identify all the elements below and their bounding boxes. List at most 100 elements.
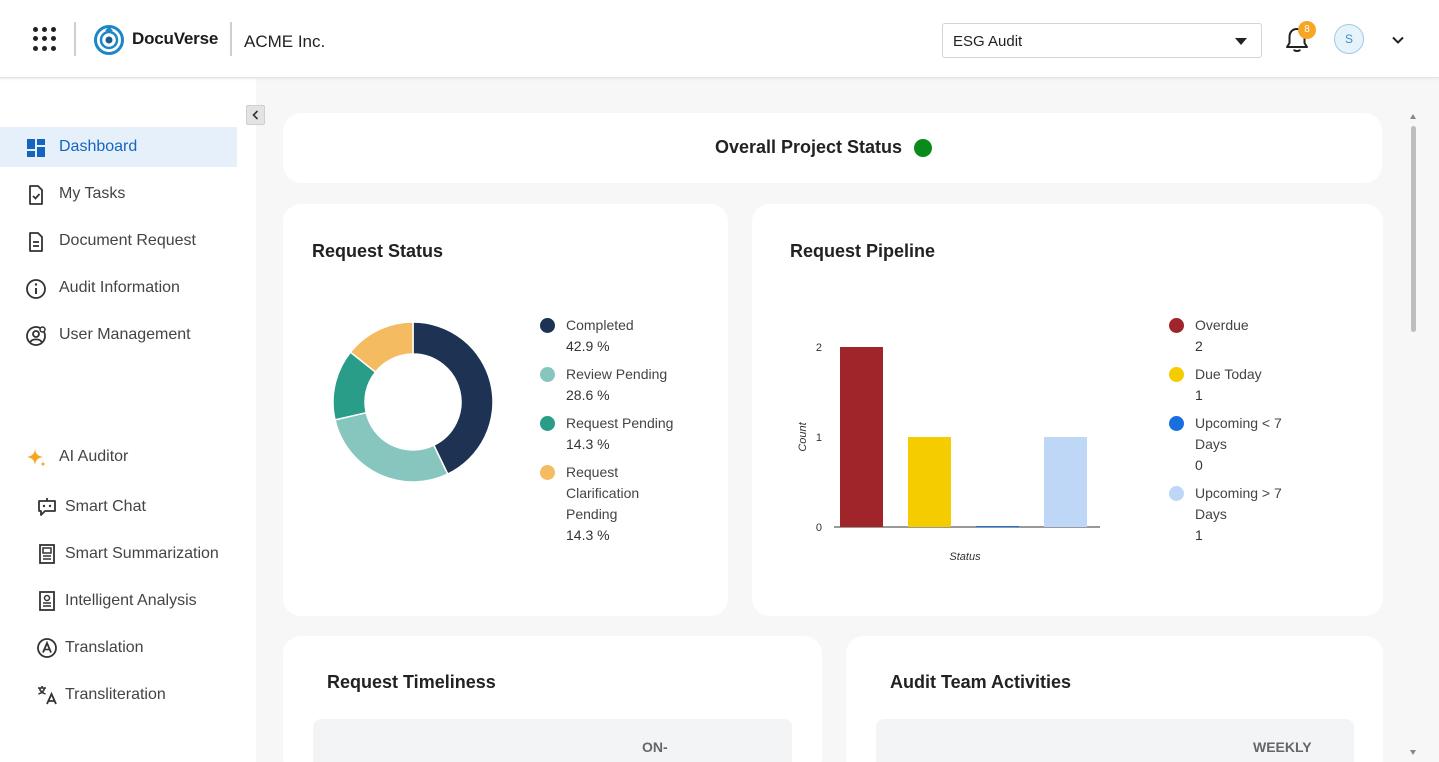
donut-slice-completed[interactable] (412, 321, 494, 476)
sidebar-item-label: My Tasks (59, 185, 126, 202)
legend-swatch (1169, 318, 1184, 333)
translate-icon (37, 638, 57, 658)
transliterate-icon (38, 686, 57, 705)
table-header: ON- (313, 719, 792, 762)
bar-overdue[interactable] (840, 347, 883, 527)
legend-swatch (540, 318, 555, 333)
legend-value: 42.9 % (566, 338, 610, 354)
scrollbar-thumb[interactable] (1411, 126, 1416, 332)
sidebar-item-smart-summarization[interactable]: Smart Summarization (0, 536, 237, 572)
legend-value: 0 (1195, 457, 1203, 473)
sidebar-item-dashboard[interactable]: Dashboard (0, 127, 237, 167)
legend-label: Overdue (1195, 317, 1249, 333)
legend-swatch (540, 465, 555, 480)
sidebar-item-label: Smart Summarization (65, 545, 219, 562)
legend-swatch (540, 416, 555, 431)
legend-item: Overdue 2 (1169, 315, 1325, 357)
legend-value: 1 (1195, 527, 1203, 543)
y-axis-title: Count (797, 421, 809, 451)
chevron-down-icon (1235, 38, 1247, 45)
bar-upcoming-7-days[interactable] (976, 526, 1019, 527)
column-header: ON- (642, 739, 668, 755)
legend-item: Request Pending 14.3 % (540, 413, 716, 455)
request-pipeline-bar-chart: 0 1 2 Status Count (797, 342, 1100, 563)
request-pipeline-title: Request Pipeline (790, 241, 936, 261)
bar-upcoming-7-days[interactable] (1044, 437, 1087, 527)
sidebar-item-user-management[interactable]: User Management (0, 315, 237, 355)
column-header: WEEKLY (1253, 739, 1312, 755)
company-name: ACME Inc. (244, 32, 326, 51)
y-tick-label: 0 (816, 522, 822, 534)
status-indicator (914, 139, 932, 157)
app-grid-icon[interactable] (33, 27, 57, 51)
scroll-down-arrow[interactable] (1410, 750, 1416, 755)
legend-swatch (1169, 486, 1184, 501)
sidebar-item-label: Intelligent Analysis (65, 592, 197, 609)
legend-label: Upcoming < 7 Days (1195, 415, 1282, 452)
summary-doc-icon (39, 544, 55, 564)
document-icon (29, 232, 43, 252)
task-check-icon (29, 185, 43, 205)
sidebar-item-smart-chat[interactable]: Smart Chat (0, 489, 237, 525)
legend-swatch (540, 367, 555, 382)
legend-label: Due Today (1195, 366, 1262, 382)
sidebar-item-translation[interactable]: Translation (0, 630, 237, 666)
legend-item: Upcoming > 7 Days 1 (1169, 483, 1305, 546)
legend-value: 14.3 % (566, 436, 610, 452)
donut-slice-review-pending[interactable] (334, 411, 449, 483)
sparkle-icon (27, 449, 46, 467)
legend-label: Request Pending (566, 415, 674, 431)
header-divider (230, 22, 232, 56)
chevron-left-icon (252, 110, 259, 120)
main-scrollbar[interactable] (1407, 110, 1419, 762)
collapse-sidebar-button[interactable] (246, 105, 265, 125)
request-timeliness-title: Request Timeliness (327, 672, 496, 692)
y-tick-label: 1 (816, 432, 822, 444)
request-status-title: Request Status (312, 241, 444, 261)
legend-value: 1 (1195, 387, 1203, 403)
audit-team-activities-title: Audit Team Activities (890, 672, 1072, 692)
bar-due-today[interactable] (908, 437, 951, 527)
overall-status-title: Overall Project Status (714, 137, 903, 157)
sidebar-item-label: Audit Information (59, 279, 180, 296)
y-tick-label: 2 (816, 342, 822, 354)
table-header: WEEKLY (876, 719, 1354, 762)
legend-label: Review Pending (566, 366, 668, 382)
sidebar-item-ai-auditor[interactable]: AI Auditor (0, 437, 237, 477)
request-status-card: Request Status Completed 42.9 % Review P… (283, 204, 728, 616)
overall-status-card: Overall Project Status (283, 113, 1382, 183)
legend-label: Completed (566, 317, 634, 333)
sidebar-item-document-request[interactable]: Document Request (0, 221, 237, 261)
request-status-donut-chart (332, 321, 494, 483)
sidebar-item-label: Transliteration (65, 686, 166, 703)
sidebar: Dashboard My Tasks Document Request Audi… (0, 79, 256, 762)
sidebar-item-intelligent-analysis[interactable]: Intelligent Analysis (0, 583, 237, 619)
sidebar-item-audit-information[interactable]: Audit Information (0, 268, 237, 308)
audit-team-activities-card: Audit Team Activities WEEKLY (846, 636, 1383, 762)
legend-label: Request Clarification Pending (566, 464, 640, 522)
sidebar-item-my-tasks[interactable]: My Tasks (0, 174, 237, 214)
legend-value: 28.6 % (566, 387, 610, 403)
legend-value: 2 (1195, 338, 1203, 354)
chat-bot-icon (38, 498, 56, 516)
legend-swatch (1169, 367, 1184, 382)
legend-item: Review Pending 28.6 % (540, 364, 716, 406)
avatar[interactable]: S (1334, 24, 1364, 54)
request-timeliness-card: Request Timeliness ON- (283, 636, 822, 762)
sidebar-item-label: Dashboard (59, 138, 138, 155)
notification-badge: 8 (1298, 21, 1316, 39)
request-pipeline-card: Request Pipeline 0 1 2 Status Count Overdue … (752, 204, 1383, 616)
project-select[interactable]: ESG Audit (942, 23, 1262, 58)
sidebar-item-label: User Management (59, 326, 191, 343)
header-divider (74, 22, 76, 56)
chevron-down-icon[interactable] (1391, 33, 1405, 47)
sidebar-item-label: Smart Chat (65, 498, 146, 515)
donut-slice-request-clarification-pending[interactable] (349, 321, 414, 374)
scroll-up-arrow[interactable] (1410, 114, 1416, 119)
sidebar-item-transliteration[interactable]: Transliteration (0, 677, 237, 713)
top-header: DocuVerse ACME Inc. ESG Audit 8 S (0, 0, 1439, 78)
legend-item: Completed 42.9 % (540, 315, 716, 357)
brand-name: DocuVerse (132, 29, 219, 48)
legend-swatch (1169, 416, 1184, 431)
project-select-value: ESG Audit (953, 33, 1023, 50)
